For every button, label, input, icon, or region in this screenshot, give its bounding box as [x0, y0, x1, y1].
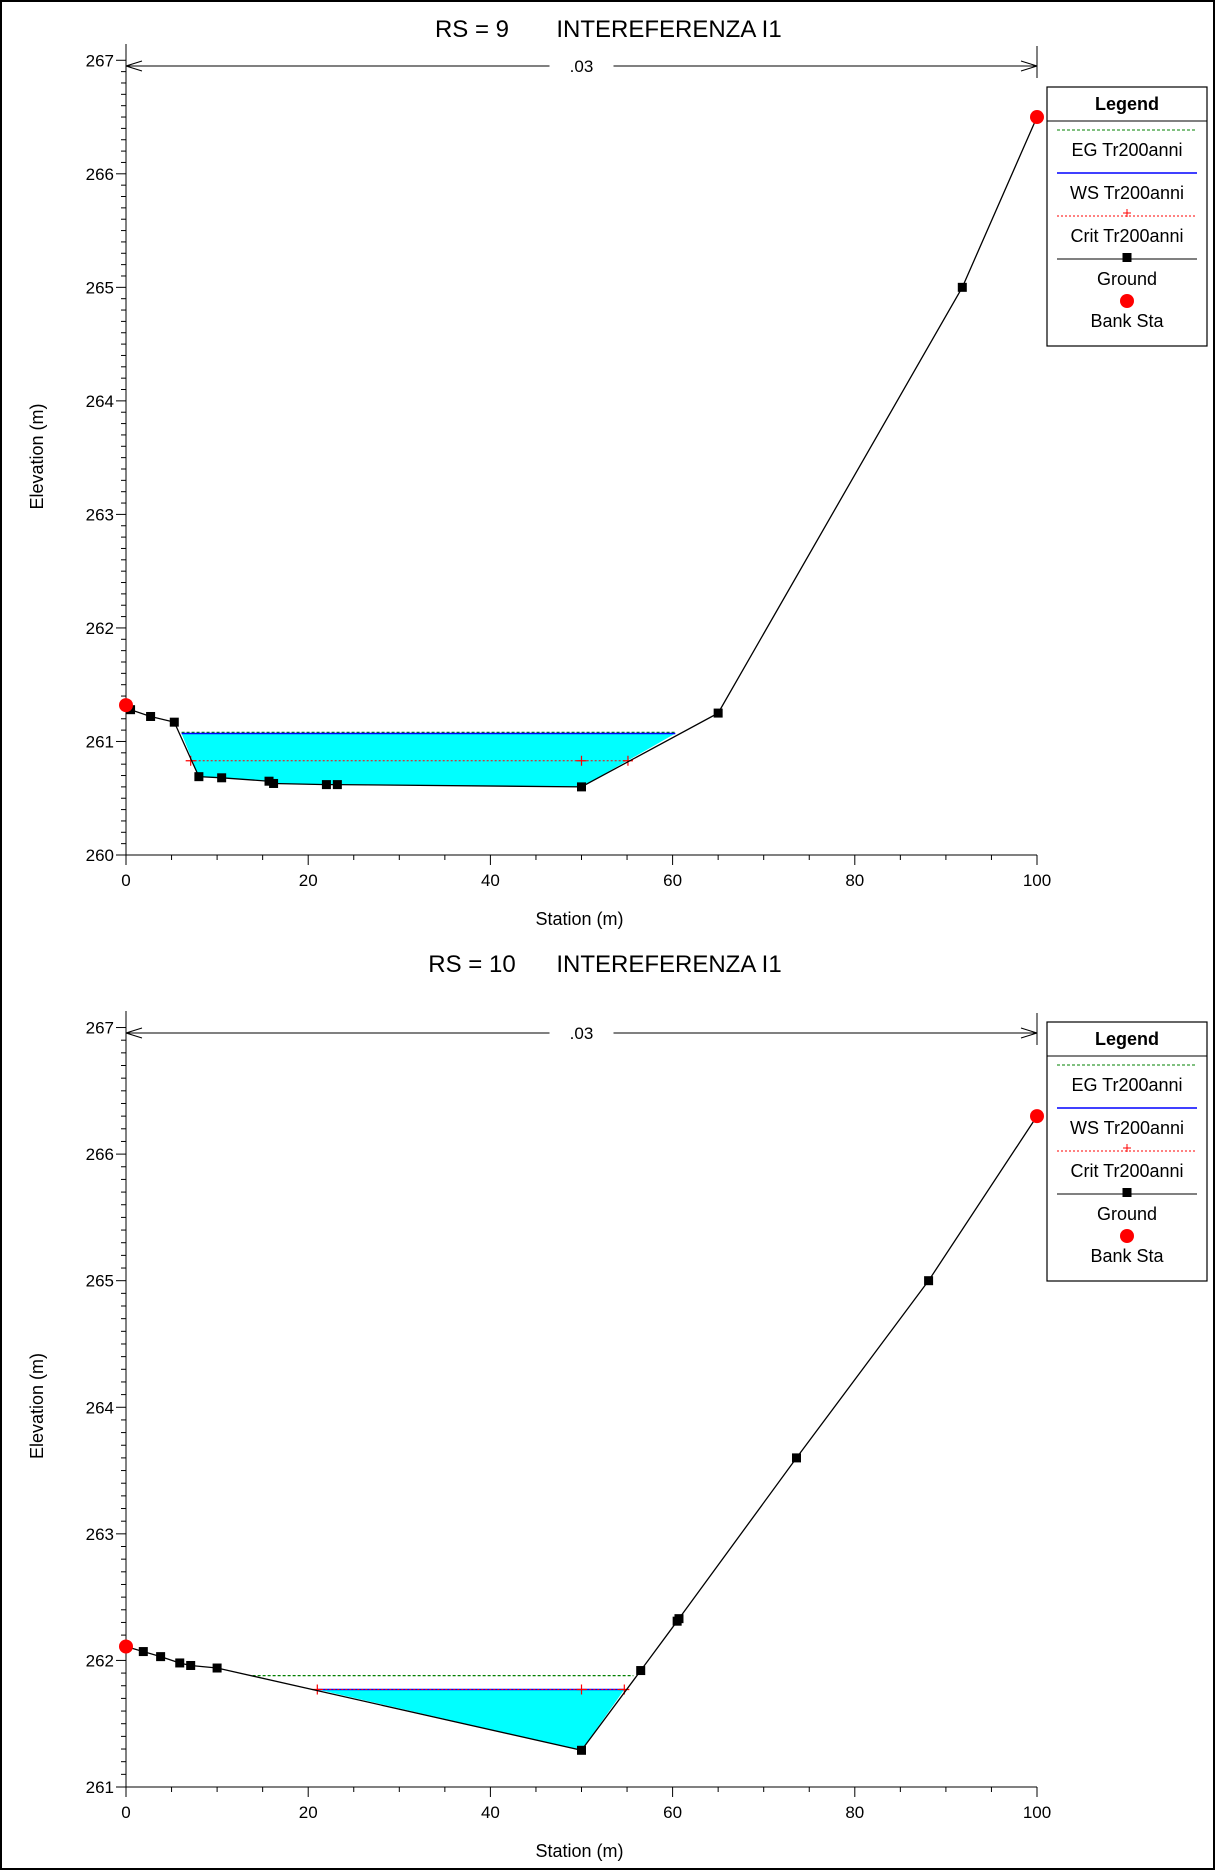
y-tick-label: 262 — [86, 619, 114, 638]
ground-point — [577, 782, 586, 792]
water-fill — [181, 733, 676, 787]
x-tick-label: 40 — [481, 1803, 500, 1822]
crit-marker — [622, 755, 633, 766]
y-tick-label: 263 — [86, 505, 114, 524]
y-axis-label: Elevation (m) — [27, 403, 47, 509]
legend-crit-label: Crit Tr200anni — [1070, 226, 1183, 246]
ground-point — [924, 1276, 934, 1286]
legend-ground-marker — [1122, 1188, 1132, 1197]
crit-marker — [576, 1684, 587, 1695]
ground-point — [713, 708, 723, 718]
legend-ground-label: Ground — [1097, 1204, 1157, 1224]
ground-point — [212, 1663, 222, 1673]
legend-bank-label: Bank Sta — [1090, 1246, 1164, 1266]
chart-title-name: INTEREFERENZA I1 — [556, 951, 781, 978]
bank-station-point — [1030, 110, 1044, 125]
ground-point — [791, 1453, 801, 1463]
x-tick-label: 0 — [121, 871, 130, 890]
x-tick-label: 0 — [121, 1803, 130, 1822]
x-tick-label: 60 — [663, 871, 682, 890]
mannings-arrowhead-left — [125, 1027, 143, 1039]
y-tick-label: 262 — [86, 1651, 114, 1670]
ground-point — [217, 773, 227, 783]
y-tick-label: 261 — [86, 1778, 114, 1797]
ground-point — [156, 1652, 166, 1662]
legend-ground-marker — [1122, 253, 1132, 262]
legend: Legend EG Tr200anni WS Tr200anni Crit Tr200… — [1046, 1021, 1208, 1282]
mannings-n-label: .03 — [570, 1024, 594, 1043]
ground-line — [125, 116, 1038, 788]
bank-station-point — [119, 698, 133, 713]
ground-point — [264, 776, 274, 786]
legend-crit-marker — [1123, 209, 1131, 217]
ground-point — [186, 1660, 196, 1670]
crit-marker — [576, 755, 587, 766]
ground-point — [175, 1658, 185, 1668]
y-tick-label: 266 — [86, 165, 114, 184]
mannings-arrowhead-left — [125, 60, 143, 72]
legend-title: Legend — [1095, 1029, 1159, 1049]
mannings-arrowhead-right — [1020, 1027, 1038, 1039]
chart-title-rs: RS = 9 — [435, 16, 509, 43]
legend-crit-marker — [1123, 1144, 1131, 1152]
ground-point — [169, 717, 179, 727]
chart-title-rs: RS = 10 — [428, 951, 515, 978]
x-axis-label: Station (m) — [535, 1841, 623, 1861]
legend-bank-label: Bank Sta — [1090, 311, 1164, 331]
ground-point — [138, 1647, 148, 1657]
bank-station-point — [119, 1639, 133, 1654]
legend-crit-label: Crit Tr200anni — [1070, 1161, 1183, 1181]
y-tick-label: 264 — [86, 392, 114, 411]
ground-point — [636, 1666, 646, 1676]
y-axis-label: Elevation (m) — [27, 1353, 47, 1459]
y-tick-label: 267 — [86, 51, 114, 70]
x-tick-label: 20 — [299, 1803, 318, 1822]
chart-panel-2: RS = 10 INTEREFERENZA I1 261 262 263 264 265 26… — [27, 951, 1208, 1861]
x-tick-label: 60 — [663, 1803, 682, 1822]
ground-point — [146, 711, 156, 721]
legend-bank-marker — [1120, 294, 1134, 308]
y-tick-label: 265 — [86, 278, 114, 297]
bank-station-point — [1030, 1109, 1044, 1124]
y-tick-label: 267 — [86, 1019, 114, 1038]
ground-point — [957, 282, 967, 292]
x-axis-label: Station (m) — [535, 909, 623, 929]
legend-eg-label: EG Tr200anni — [1071, 1075, 1182, 1095]
y-tick-label: 264 — [86, 1398, 114, 1417]
mannings-n-label: .03 — [570, 57, 594, 76]
y-tick-label: 260 — [86, 846, 114, 865]
legend-ws-label: WS Tr200anni — [1070, 1118, 1184, 1138]
legend-bank-marker — [1120, 1229, 1134, 1243]
legend-ground-label: Ground — [1097, 269, 1157, 289]
x-tick-label: 80 — [845, 1803, 864, 1822]
legend-title: Legend — [1095, 94, 1159, 114]
legend: Legend EG Tr200anni WS Tr200anni Crit Tr200… — [1046, 86, 1208, 347]
chart-title-name: INTEREFERENZA I1 — [556, 16, 781, 43]
water-fill — [317, 1689, 625, 1751]
x-tick-label: 80 — [845, 871, 864, 890]
ground-point — [194, 772, 204, 782]
chart-panel-1: RS = 9 INTEREFERENZA I1 260 261 262 263 264 265… — [27, 16, 1208, 929]
x-tick-label: 40 — [481, 871, 500, 890]
ground-point — [321, 780, 331, 790]
ground-point — [674, 1614, 684, 1624]
x-tick-label: 100 — [1023, 1803, 1051, 1822]
ground-line — [125, 1115, 1038, 1752]
legend-eg-label: EG Tr200anni — [1071, 140, 1182, 160]
x-tick-label: 20 — [299, 871, 318, 890]
ground-point — [269, 778, 279, 788]
ground-point — [577, 1745, 586, 1755]
y-tick-label: 261 — [86, 732, 114, 751]
y-tick-label: 265 — [86, 1272, 114, 1291]
mannings-arrowhead-right — [1020, 60, 1038, 72]
y-tick-label: 266 — [86, 1145, 114, 1164]
legend-ws-label: WS Tr200anni — [1070, 183, 1184, 203]
y-tick-label: 263 — [86, 1525, 114, 1544]
ground-point — [332, 780, 342, 790]
x-tick-label: 100 — [1023, 871, 1051, 890]
